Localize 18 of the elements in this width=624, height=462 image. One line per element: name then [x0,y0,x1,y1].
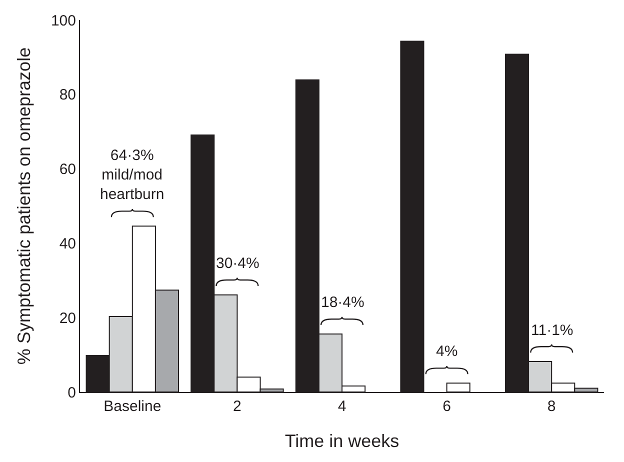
y-tick-label: 60 [59,161,76,178]
annotation: 64·3% mild/mod heartburn [100,147,164,203]
x-tick-label: 4 [338,398,346,415]
annotation: 18·4% [321,294,364,311]
y-tick-label: 40 [59,235,76,252]
y-tick-label: 100 [50,12,76,30]
x-tick-label: 2 [233,398,242,415]
y-axis-title: % Symptomatic patients on omeprazole [14,47,34,365]
y-tick-label: 0 [68,384,76,402]
y-tick-label: 20 [59,310,76,327]
x-tick-label: 6 [442,398,451,415]
y-tick-label: 80 [59,86,76,104]
annotation: 30·4% [216,255,260,272]
x-axis-title: Time in weeks [284,431,400,452]
x-tick-label: 8 [547,398,556,415]
annotation: 4% [436,343,458,360]
x-tick-label: Baseline [104,398,162,415]
annotation: 11·1% [531,322,574,339]
